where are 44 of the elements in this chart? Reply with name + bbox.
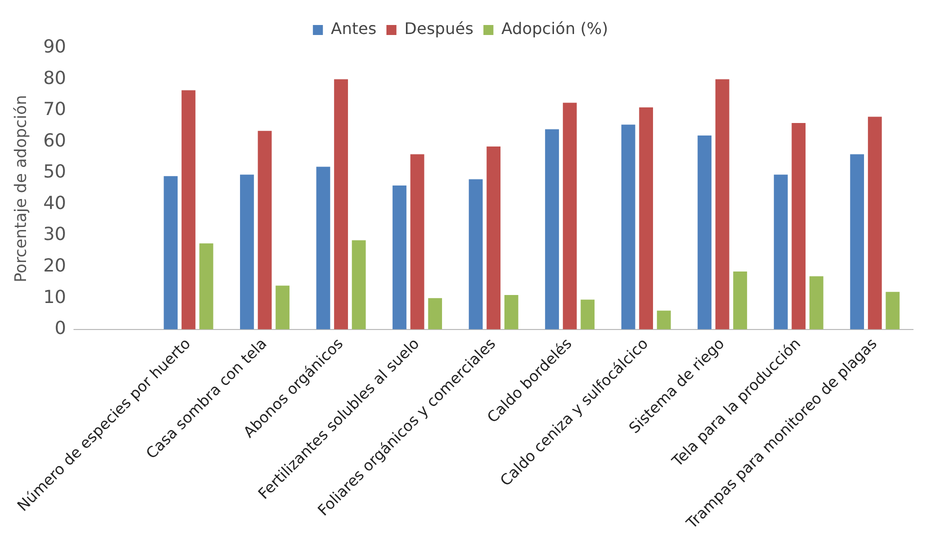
bar	[240, 174, 254, 330]
bar	[334, 79, 348, 330]
y-tick-label: 90	[43, 36, 66, 58]
bar	[715, 79, 730, 330]
bar	[792, 123, 806, 330]
bar	[316, 166, 330, 330]
y-tick-label: 60	[43, 130, 66, 152]
bar	[733, 272, 748, 330]
y-axis-title: Porcentaje de adopción	[10, 94, 30, 282]
y-tick-label: 20	[43, 255, 66, 276]
bar	[850, 154, 864, 330]
bar	[428, 298, 442, 330]
bar	[392, 186, 406, 330]
bar	[199, 243, 214, 330]
bar	[276, 286, 290, 330]
bar	[504, 294, 518, 330]
bar	[562, 102, 577, 330]
bar	[621, 124, 636, 330]
bar	[698, 136, 712, 330]
y-tick-label: 50	[43, 162, 66, 183]
y-tick-label: 0	[54, 318, 66, 340]
bar	[809, 276, 824, 330]
bar	[164, 176, 178, 330]
y-tick-label: 70	[43, 99, 66, 120]
bar	[410, 154, 424, 330]
legend-label: Después	[404, 19, 474, 38]
bar	[352, 240, 366, 330]
bar	[868, 116, 882, 330]
y-tick-label: 40	[43, 192, 66, 214]
bar	[182, 90, 196, 330]
bar	[468, 179, 483, 330]
bar	[486, 146, 500, 330]
y-tick-label: 30	[43, 224, 66, 246]
y-tick-label: 10	[43, 286, 66, 308]
bar	[258, 130, 272, 330]
legend-label: Adopción (%)	[501, 19, 608, 38]
bar	[580, 300, 595, 330]
bar	[639, 107, 654, 330]
bar	[886, 292, 900, 330]
legend-label: Antes	[330, 19, 376, 38]
bar	[545, 129, 559, 330]
y-tick-label: 80	[43, 68, 66, 89]
bar	[656, 310, 671, 330]
bar	[774, 174, 788, 330]
